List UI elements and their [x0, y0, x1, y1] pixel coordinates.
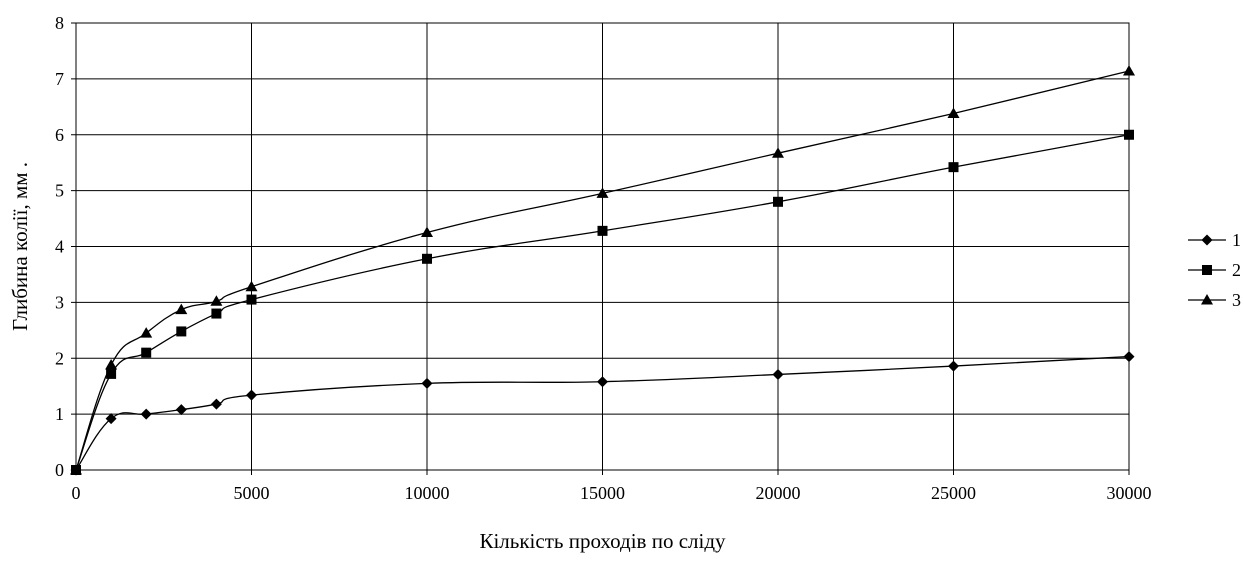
data-point	[421, 226, 433, 238]
grid	[75, 22, 1130, 471]
data-point	[421, 377, 433, 389]
y-tick-label: 1	[55, 404, 64, 424]
data-point	[211, 308, 222, 319]
data-point	[773, 196, 783, 207]
data-point	[1124, 129, 1134, 140]
data-point	[210, 398, 222, 410]
x-tick-label: 5000	[234, 483, 270, 503]
data-point	[947, 107, 960, 119]
y-tick-label: 3	[55, 292, 64, 312]
x-tick-label: 10000	[405, 483, 450, 503]
data-point	[246, 294, 257, 305]
x-tick-label: 15000	[580, 483, 625, 503]
legend-item-1: 1	[1188, 230, 1241, 250]
data-point	[597, 376, 608, 388]
y-tick-label: 5	[55, 181, 64, 201]
series-3	[70, 65, 1135, 475]
y-axis: 0 1 2 3 4 5 6 7 8	[55, 13, 76, 480]
data-point	[175, 404, 187, 416]
data-point	[772, 368, 784, 380]
data-point	[106, 368, 117, 379]
x-tick-label: 25000	[931, 483, 976, 503]
legend-marker	[1202, 265, 1212, 275]
y-tick-label: 4	[55, 237, 64, 257]
data-point	[140, 408, 152, 420]
data-point	[176, 326, 187, 337]
legend-label: 3	[1232, 290, 1241, 310]
data-point	[210, 295, 223, 306]
data-point	[596, 187, 609, 198]
y-tick-label: 2	[55, 348, 64, 368]
series-group	[70, 65, 1135, 476]
y-tick-label: 6	[55, 125, 64, 145]
data-point	[422, 253, 432, 264]
legend-label: 1	[1232, 230, 1241, 250]
data-point	[246, 389, 257, 401]
data-point	[597, 225, 608, 236]
data-point	[772, 147, 784, 158]
data-point	[1123, 65, 1135, 76]
x-tick-label: 30000	[1107, 483, 1152, 503]
legend: 1 2 3	[1188, 230, 1241, 310]
data-point	[105, 413, 117, 425]
legend-marker	[1201, 294, 1213, 305]
series-1	[70, 351, 1135, 476]
data-point	[140, 327, 153, 338]
legend-item-3: 3	[1188, 290, 1241, 310]
data-point	[105, 358, 118, 370]
x-tick-label: 20000	[756, 483, 801, 503]
data-point	[175, 303, 188, 315]
legend-marker	[1201, 234, 1213, 246]
y-tick-label: 0	[55, 460, 64, 480]
y-axis-title: Глибина колії, мм .	[8, 162, 32, 331]
data-point	[948, 360, 959, 372]
data-point	[70, 464, 82, 475]
data-point	[1123, 351, 1135, 363]
x-tick-label: 0	[72, 483, 81, 503]
y-tick-label: 8	[55, 13, 64, 33]
legend-item-2: 2	[1188, 260, 1241, 280]
data-point	[948, 162, 959, 173]
x-axis: 0 5000 10000 15000 20000 25000 30000	[72, 470, 1152, 503]
x-axis-title: Кількість проходів по сліду	[479, 529, 726, 553]
data-point	[245, 280, 258, 292]
y-tick-label: 7	[55, 69, 64, 89]
data-point	[141, 347, 152, 358]
legend-label: 2	[1232, 260, 1241, 280]
